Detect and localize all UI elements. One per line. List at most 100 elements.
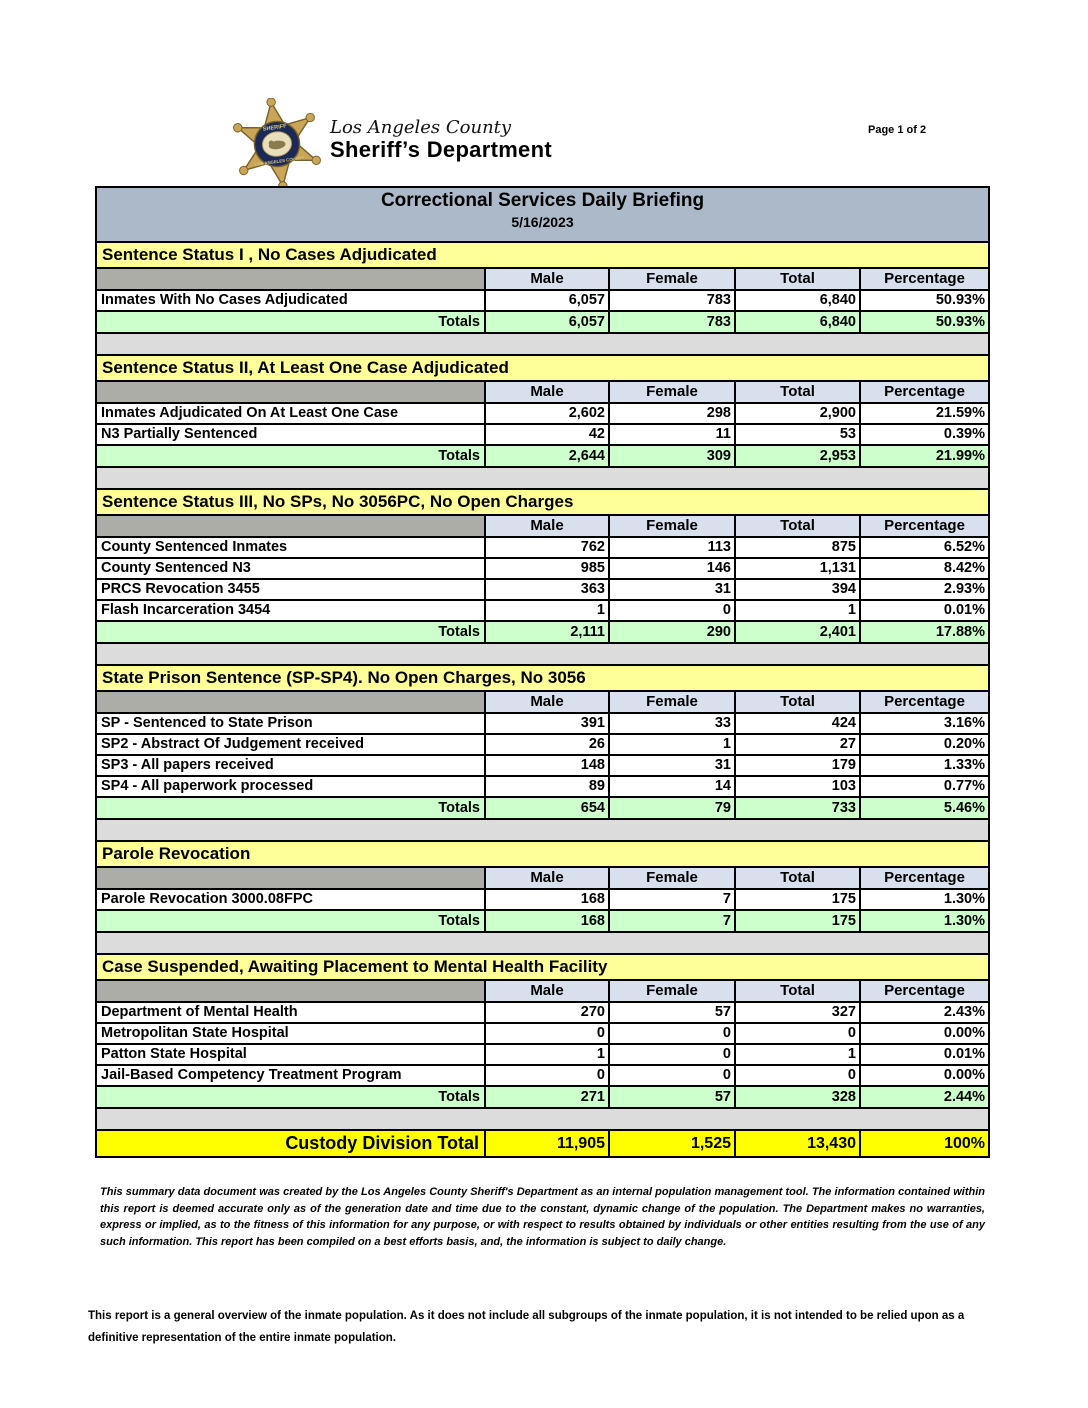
column-header-row: Male Female Total Percentage: [97, 516, 988, 538]
row-female-value: 33: [610, 714, 736, 733]
report-sections: Sentence Status I , No Cases Adjudicated…: [97, 243, 988, 1131]
report-title: Correctional Services Daily Briefing: [380, 190, 705, 211]
row-total-value: 875: [736, 538, 861, 557]
row-total-value: 2,900: [736, 404, 861, 423]
row-total-value: 424: [736, 714, 861, 733]
column-header-total: Total: [736, 516, 861, 536]
header-corner-cell: [97, 868, 486, 888]
section-spacer: [97, 334, 988, 356]
row-female-value: 113: [610, 538, 736, 557]
grand-total-label: Custody Division Total: [97, 1131, 486, 1156]
row-total-value: 179: [736, 756, 861, 775]
overview-note-text: This report is a general overview of the…: [88, 1310, 965, 1344]
totals-percentage-value: 5.46%: [861, 798, 988, 818]
table-row: Flash Incarceration 3454 1 0 1 0.01%: [97, 601, 988, 622]
column-header-male: Male: [486, 868, 610, 888]
column-header-percentage: Percentage: [861, 382, 988, 402]
section-spacer: [97, 933, 988, 955]
column-header-female: Female: [610, 269, 736, 289]
column-header-female: Female: [610, 868, 736, 888]
row-percentage-value: 1.33%: [861, 756, 988, 775]
row-female-value: 14: [610, 777, 736, 796]
row-total-value: 6,840: [736, 291, 861, 310]
row-label: SP4 - All paperwork processed: [97, 777, 486, 796]
column-header-male: Male: [486, 382, 610, 402]
totals-total-value: 733: [736, 798, 861, 818]
row-male-value: 762: [486, 538, 610, 557]
column-header-total: Total: [736, 868, 861, 888]
table-row: County Sentenced N3 985 146 1,131 8.42%: [97, 559, 988, 580]
row-female-value: 0: [610, 1045, 736, 1064]
row-male-value: 363: [486, 580, 610, 599]
row-total-value: 103: [736, 777, 861, 796]
report-date: 5/16/2023: [511, 214, 574, 230]
section-header: Sentence Status III, No SPs, No 3056PC, …: [97, 490, 988, 516]
row-percentage-value: 6.52%: [861, 538, 988, 557]
row-total-value: 1,131: [736, 559, 861, 578]
row-total-value: 0: [736, 1066, 861, 1085]
totals-label: Totals: [97, 312, 486, 332]
totals-female-value: 290: [610, 622, 736, 642]
totals-total-value: 2,953: [736, 446, 861, 466]
row-percentage-value: 8.42%: [861, 559, 988, 578]
row-label: PRCS Revocation 3455: [97, 580, 486, 599]
totals-percentage-value: 21.99%: [861, 446, 988, 466]
row-label: Parole Revocation 3000.08FPC: [97, 890, 486, 909]
row-male-value: 89: [486, 777, 610, 796]
totals-female-value: 79: [610, 798, 736, 818]
table-row: County Sentenced Inmates 762 113 875 6.52%: [97, 538, 988, 559]
section-header: State Prison Sentence (SP-SP4). No Open …: [97, 666, 988, 692]
header-corner-cell: [97, 516, 486, 536]
totals-total-value: 2,401: [736, 622, 861, 642]
row-label: Flash Incarceration 3454: [97, 601, 486, 620]
table-row: Inmates Adjudicated On At Least One Case…: [97, 404, 988, 425]
custody-division-total-row: Custody Division Total 11,905 1,525 13,4…: [97, 1131, 988, 1156]
totals-total-value: 328: [736, 1087, 861, 1107]
table-row: SP3 - All papers received 148 31 179 1.33%: [97, 756, 988, 777]
row-female-value: 298: [610, 404, 736, 423]
table-row: SP2 - Abstract Of Judgement received 26 1 2…: [97, 735, 988, 756]
row-percentage-value: 0.00%: [861, 1024, 988, 1043]
disclaimer-text: This summary data document was created b…: [100, 1186, 985, 1248]
report-title-bar: Correctional Services Daily Briefing 5/1…: [97, 188, 988, 243]
totals-female-value: 309: [610, 446, 736, 466]
row-label: County Sentenced N3: [97, 559, 486, 578]
totals-male-value: 6,057: [486, 312, 610, 332]
column-header-female: Female: [610, 981, 736, 1001]
row-label: Patton State Hospital: [97, 1045, 486, 1064]
row-percentage-value: 0.00%: [861, 1066, 988, 1085]
row-percentage-value: 2.93%: [861, 580, 988, 599]
column-header-percentage: Percentage: [861, 868, 988, 888]
grand-total-total: 13,430: [736, 1131, 861, 1156]
column-header-percentage: Percentage: [861, 269, 988, 289]
totals-row: Totals 168 7 175 1.30%: [97, 911, 988, 933]
row-male-value: 270: [486, 1003, 610, 1022]
row-percentage-value: 3.16%: [861, 714, 988, 733]
totals-label: Totals: [97, 798, 486, 818]
row-label: Metropolitan State Hospital: [97, 1024, 486, 1043]
totals-percentage-value: 2.44%: [861, 1087, 988, 1107]
column-header-female: Female: [610, 382, 736, 402]
row-percentage-value: 1.30%: [861, 890, 988, 909]
row-total-value: 27: [736, 735, 861, 754]
table-row: Jail-Based Competency Treatment Program 0…: [97, 1066, 988, 1087]
table-row: Inmates With No Cases Adjudicated 6,057 78…: [97, 291, 988, 312]
totals-label: Totals: [97, 1087, 486, 1107]
row-total-value: 1: [736, 601, 861, 620]
row-total-value: 394: [736, 580, 861, 599]
table-row: Patton State Hospital 1 0 1 0.01%: [97, 1045, 988, 1066]
row-male-value: 1: [486, 1045, 610, 1064]
totals-male-value: 2,644: [486, 446, 610, 466]
section-header: Sentence Status I , No Cases Adjudicated: [97, 243, 988, 269]
column-header-percentage: Percentage: [861, 692, 988, 712]
row-female-value: 57: [610, 1003, 736, 1022]
totals-female-value: 783: [610, 312, 736, 332]
section-spacer: [97, 644, 988, 666]
totals-label: Totals: [97, 622, 486, 642]
totals-percentage-value: 50.93%: [861, 312, 988, 332]
row-total-value: 53: [736, 425, 861, 444]
grand-total-female: 1,525: [610, 1131, 736, 1156]
daily-briefing-report: Correctional Services Daily Briefing 5/1…: [95, 186, 990, 1158]
row-total-value: 175: [736, 890, 861, 909]
row-female-value: 31: [610, 756, 736, 775]
